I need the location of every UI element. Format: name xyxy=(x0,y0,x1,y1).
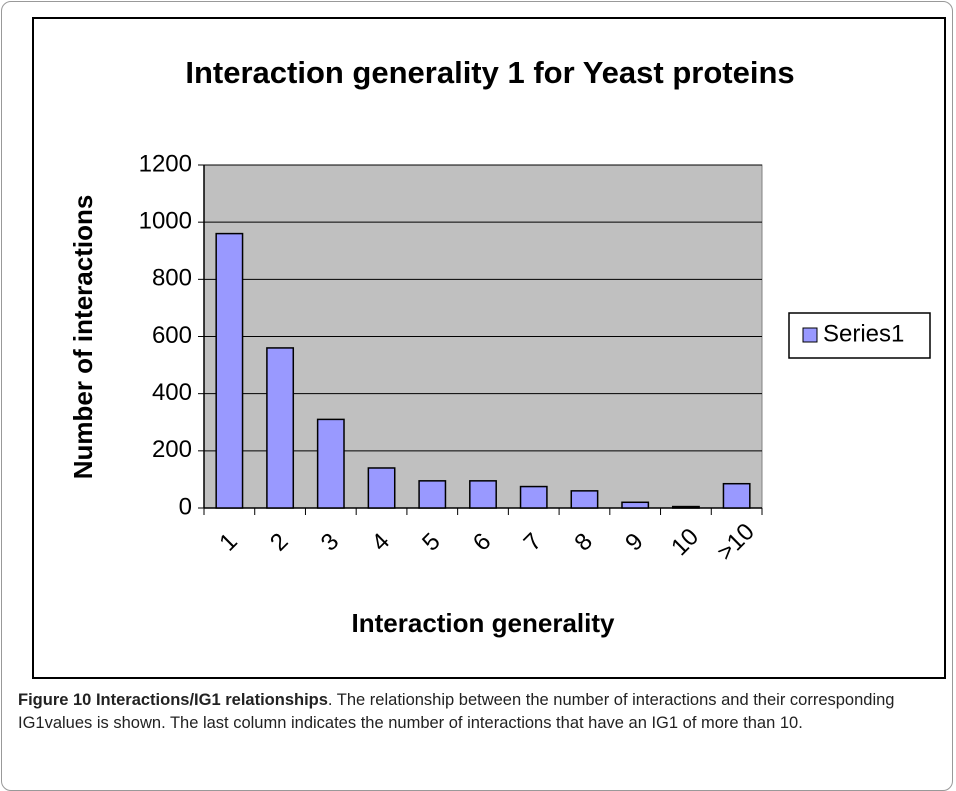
chart-title: Interaction generality 1 for Yeast prote… xyxy=(185,55,794,90)
legend-swatch xyxy=(802,327,818,343)
y-tick-label: 600 xyxy=(152,322,192,349)
y-tick-label: 1200 xyxy=(139,150,192,177)
y-tick-label: 400 xyxy=(152,379,192,406)
bar xyxy=(469,480,497,509)
y-tick-label: 800 xyxy=(152,265,192,292)
bar xyxy=(570,490,599,509)
caption-label: Figure 10 Interactions/IG1 relationships xyxy=(18,691,328,709)
y-tick-label: 0 xyxy=(179,493,192,520)
bar xyxy=(367,467,396,509)
legend-label: Series1 xyxy=(823,320,904,347)
bar xyxy=(621,501,650,509)
bar xyxy=(519,485,548,509)
caption: Figure 10 Interactions/IG1 relationships… xyxy=(18,689,943,735)
caption-text: . The relationship between the number of… xyxy=(18,691,895,732)
bar xyxy=(316,418,345,509)
y-axis-label: Number of interactions xyxy=(68,195,98,480)
bar xyxy=(266,347,295,509)
bar xyxy=(215,232,244,509)
bar xyxy=(722,482,751,509)
y-tick-label: 200 xyxy=(152,436,192,463)
y-tick-label: 1000 xyxy=(139,208,192,235)
bar xyxy=(418,480,447,509)
chart: Interaction generality 1 for Yeast prote… xyxy=(32,17,946,679)
bar xyxy=(671,505,700,509)
x-axis-label: Interaction generality xyxy=(352,608,615,638)
